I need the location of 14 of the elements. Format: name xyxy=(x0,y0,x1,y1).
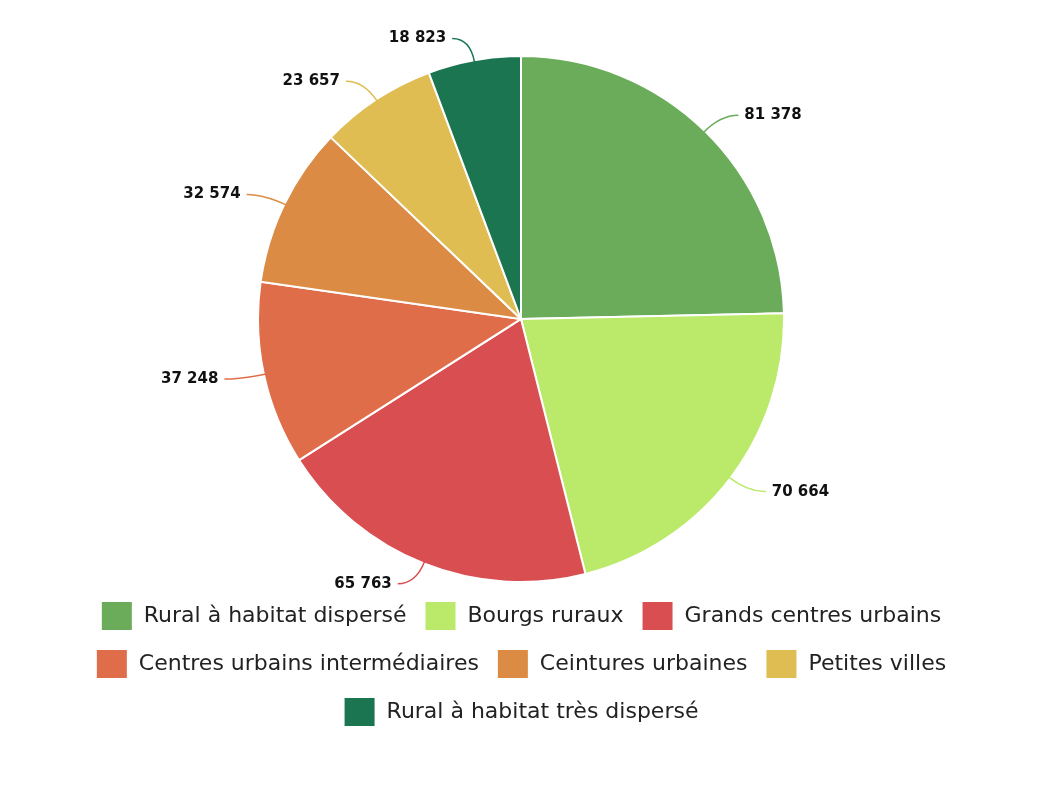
data-label: 81 378 xyxy=(744,105,802,124)
data-label: 70 664 xyxy=(771,481,830,500)
legend-label: Centres urbains intermédiaires xyxy=(138,649,479,675)
data-label: 65 763 xyxy=(334,573,392,592)
data-label: 18 823 xyxy=(388,28,447,47)
legend-label: Grands centres urbains xyxy=(684,601,942,627)
data-label: 32 574 xyxy=(183,184,241,203)
legend-label: Rural à habitat dispersé xyxy=(143,601,407,627)
legend-label: Rural à habitat très dispersé xyxy=(386,697,699,723)
legend-label: Petites villes xyxy=(808,649,947,675)
data-label: 37 248 xyxy=(160,368,219,387)
data-label: 23 657 xyxy=(282,71,340,90)
legend-label: Ceintures urbaines xyxy=(539,649,748,675)
legend-label: Bourgs ruraux xyxy=(467,601,624,627)
